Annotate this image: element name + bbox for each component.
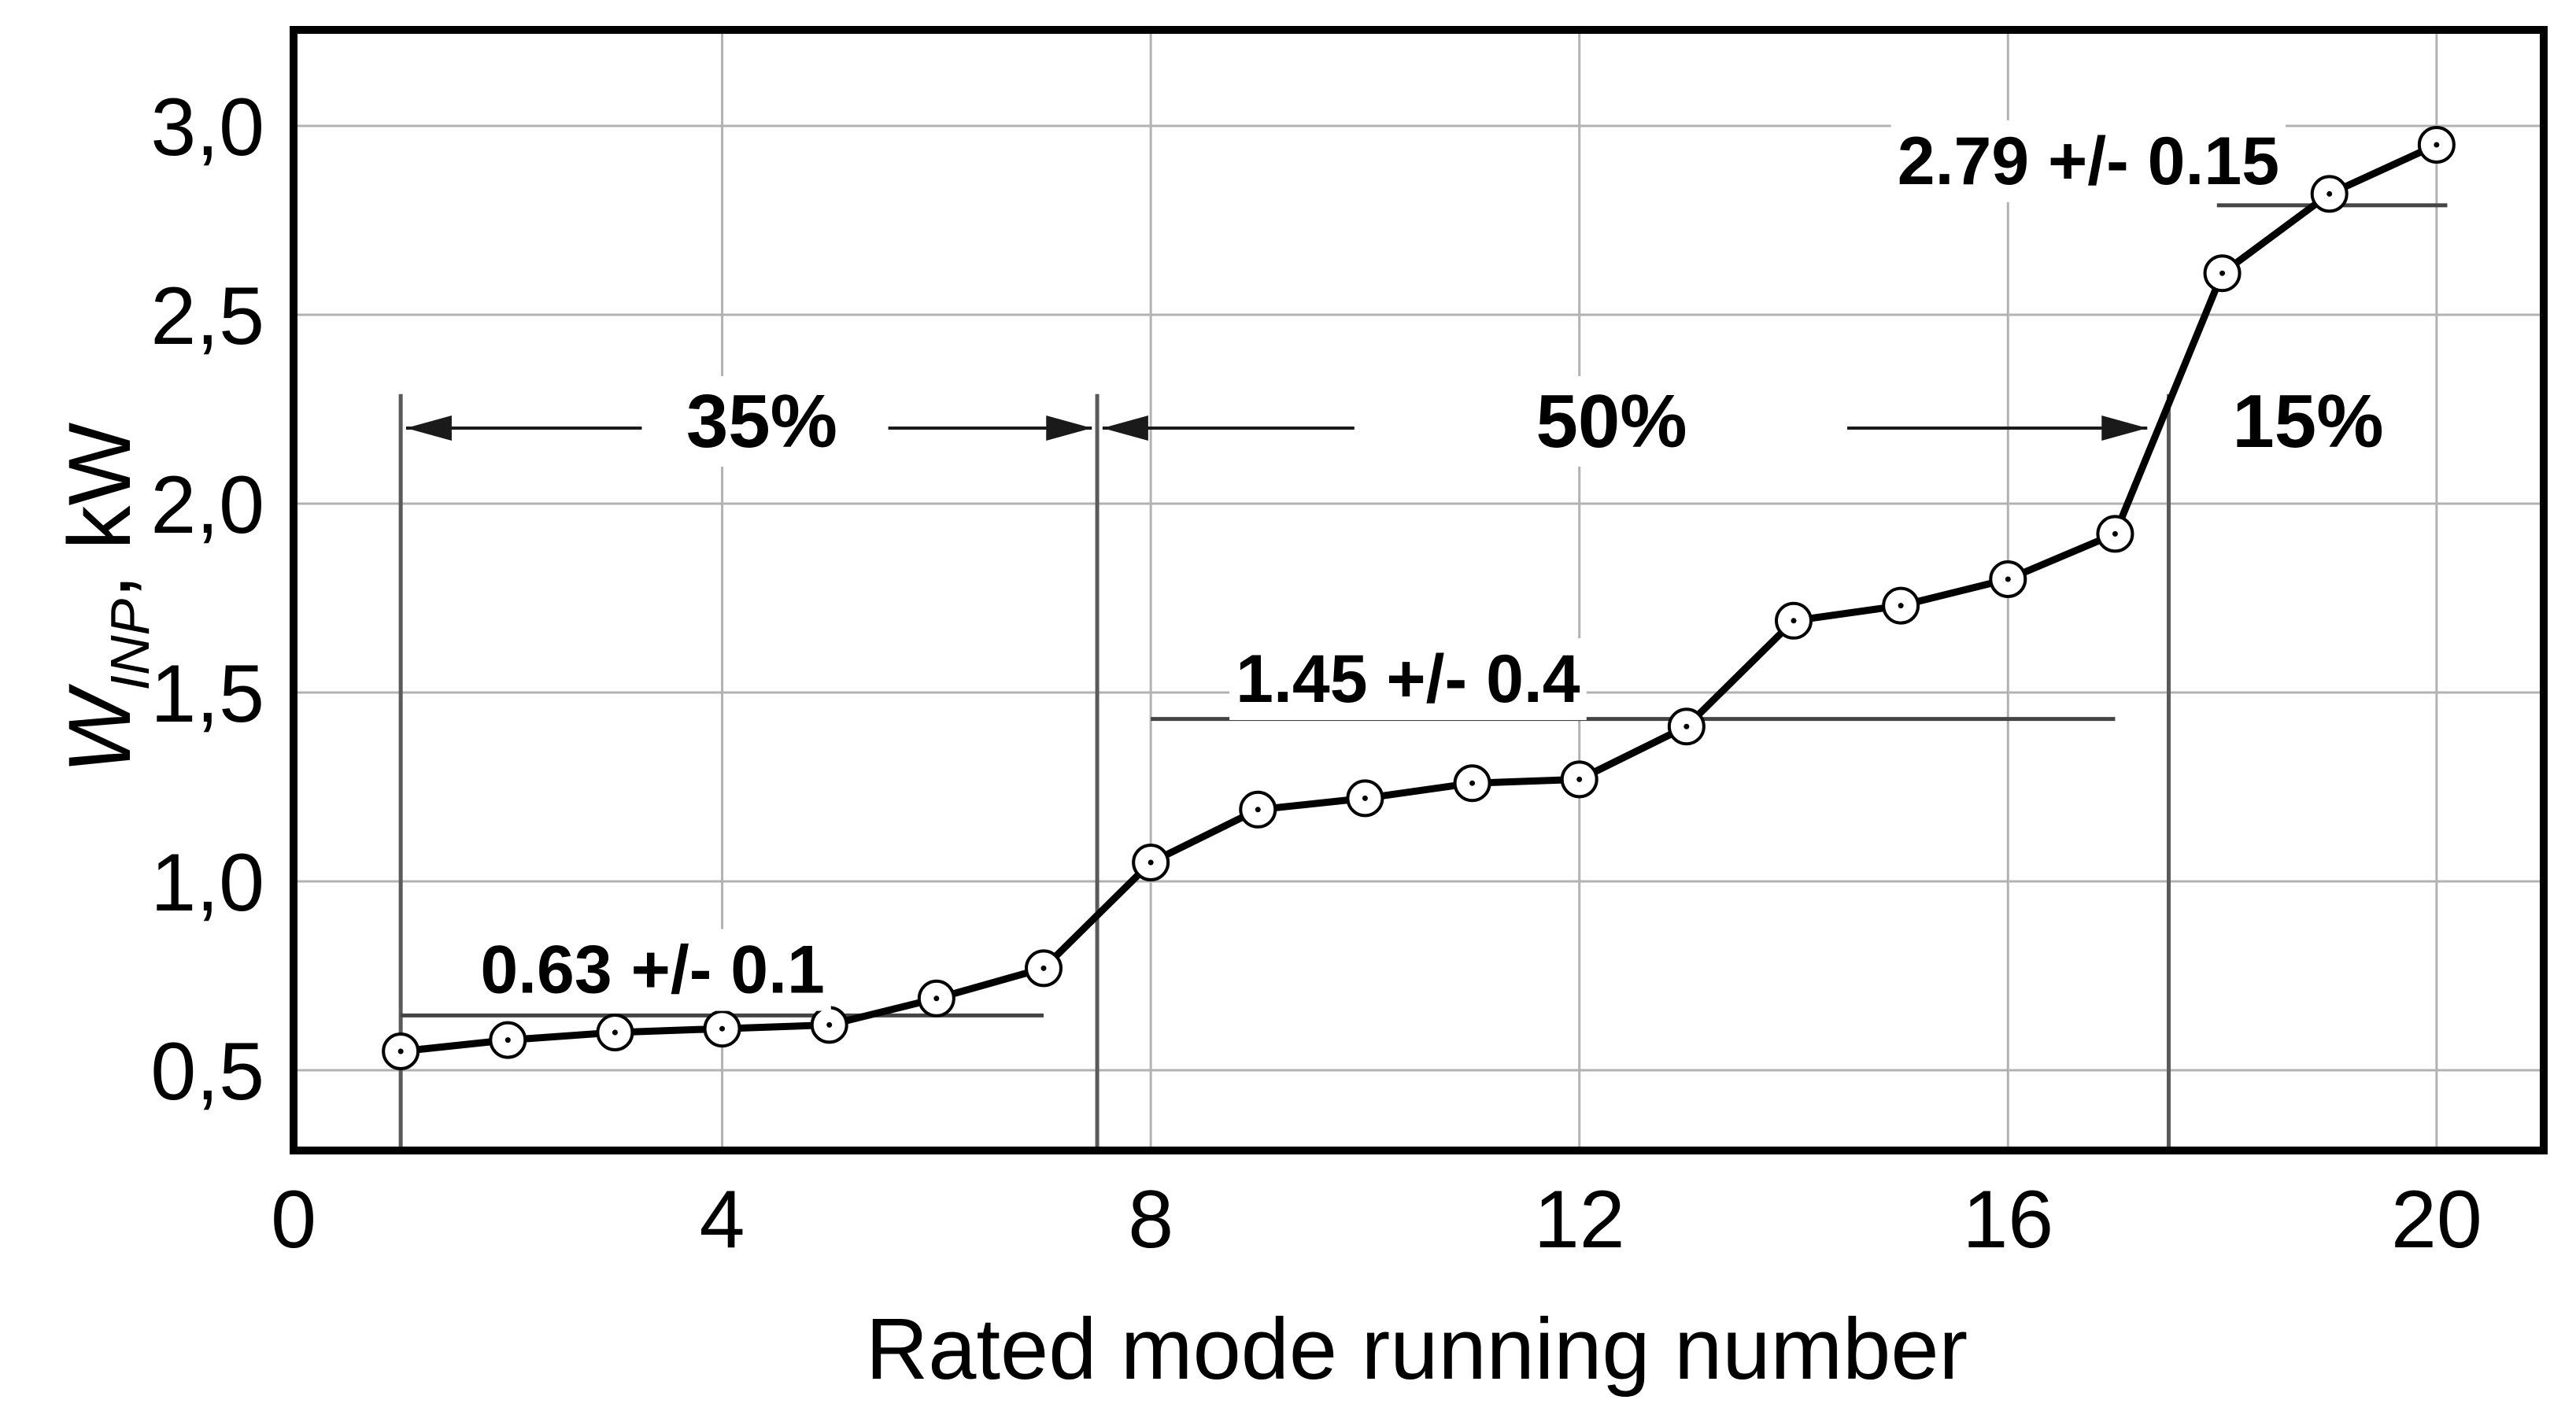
dimension-arrowhead	[2101, 416, 2148, 441]
marker-center-dot	[1255, 807, 1261, 813]
reference-lines-layer	[401, 203, 2448, 1018]
marker-center-dot	[612, 1029, 618, 1036]
x-tick-label: 16	[1962, 1174, 2053, 1265]
marker-center-dot	[2219, 270, 2226, 276]
region-share-label-bg	[2226, 376, 2390, 467]
marker-center-dot	[1898, 603, 1904, 609]
x-tick-label: 20	[2391, 1174, 2482, 1265]
marker-center-dot	[1791, 618, 1797, 624]
tolerance-label-bg	[474, 929, 831, 1011]
marker-center-dot	[2005, 576, 2011, 582]
marker-center-dot	[1040, 965, 1047, 971]
marker-center-dot	[2112, 530, 2118, 537]
data-curve	[397, 141, 2441, 1055]
x-axis-title: Rated mode running number	[866, 1301, 1968, 1398]
marker-center-dot	[2434, 142, 2440, 148]
region-share-label-bg	[1529, 376, 1694, 467]
tolerance-label: 2.79 +/- 0.15	[1898, 124, 2279, 199]
dimension-arrowhead	[1046, 416, 1092, 441]
plot-border	[290, 26, 2548, 1154]
marker-center-dot	[933, 995, 940, 1002]
y-tick-label: 1,0	[150, 837, 264, 929]
marker-center-dot	[719, 1025, 726, 1032]
marker-center-dot	[1469, 780, 1476, 786]
marker-center-dot	[1683, 723, 1690, 729]
y-tick-label: 1,5	[150, 648, 264, 740]
x-tick-label: 0	[271, 1174, 316, 1265]
tolerance-label: 1.45 +/- 0.4	[1236, 641, 1580, 717]
y-tick-label: 2,5	[150, 271, 264, 362]
dimension-arrows-layer	[405, 416, 2148, 441]
marker-center-dot	[1148, 859, 1154, 866]
marker-center-dot	[826, 1021, 833, 1028]
marker-center-dot	[397, 1048, 404, 1054]
y-tick-label: 3,0	[150, 82, 264, 173]
x-tick-label: 8	[1128, 1174, 1173, 1265]
region-dividers-layer	[398, 393, 2171, 1151]
region-share-label: 50%	[1536, 379, 1687, 464]
marker-center-dot	[1362, 795, 1368, 801]
plot-border-layer	[290, 26, 2548, 1154]
tolerance-label-bg	[1890, 120, 2286, 202]
dimension-arrowhead	[405, 416, 452, 441]
tick-labels-layer: 0,5 1,0 1,5 2,0 2,5 3,0 0 4 8 12 16 20	[150, 82, 2482, 1265]
y-axis-unit: , kW	[50, 423, 149, 599]
y-axis-symbol: W	[50, 683, 149, 774]
x-tick-label: 12	[1534, 1174, 1625, 1265]
region-share-label: 15%	[2232, 379, 2383, 464]
data-series-layer	[382, 126, 2456, 1071]
y-tick-label: 0,5	[150, 1026, 264, 1117]
tolerance-label: 0.63 +/- 0.1	[480, 933, 824, 1008]
gridlines-layer	[294, 30, 2544, 1151]
marker-center-dot	[504, 1037, 511, 1043]
region-share-label-bg	[679, 376, 844, 467]
region-share-label: 35%	[686, 379, 837, 464]
marker-center-dot	[1576, 776, 1583, 782]
y-axis-subscript: INP	[99, 598, 161, 690]
y-tick-label: 2,0	[150, 460, 264, 551]
y-axis-title: WINP, kW	[50, 423, 161, 774]
dimension-arrowhead	[1102, 416, 1148, 441]
annotations-layer: 0.63 +/- 0.1 1.45 +/- 0.4 2.79 +/- 0.15 35%…	[474, 120, 2390, 1011]
tolerance-label-bg	[1229, 638, 1587, 721]
marker-center-dot	[2327, 190, 2333, 197]
x-tick-label: 4	[700, 1174, 745, 1265]
